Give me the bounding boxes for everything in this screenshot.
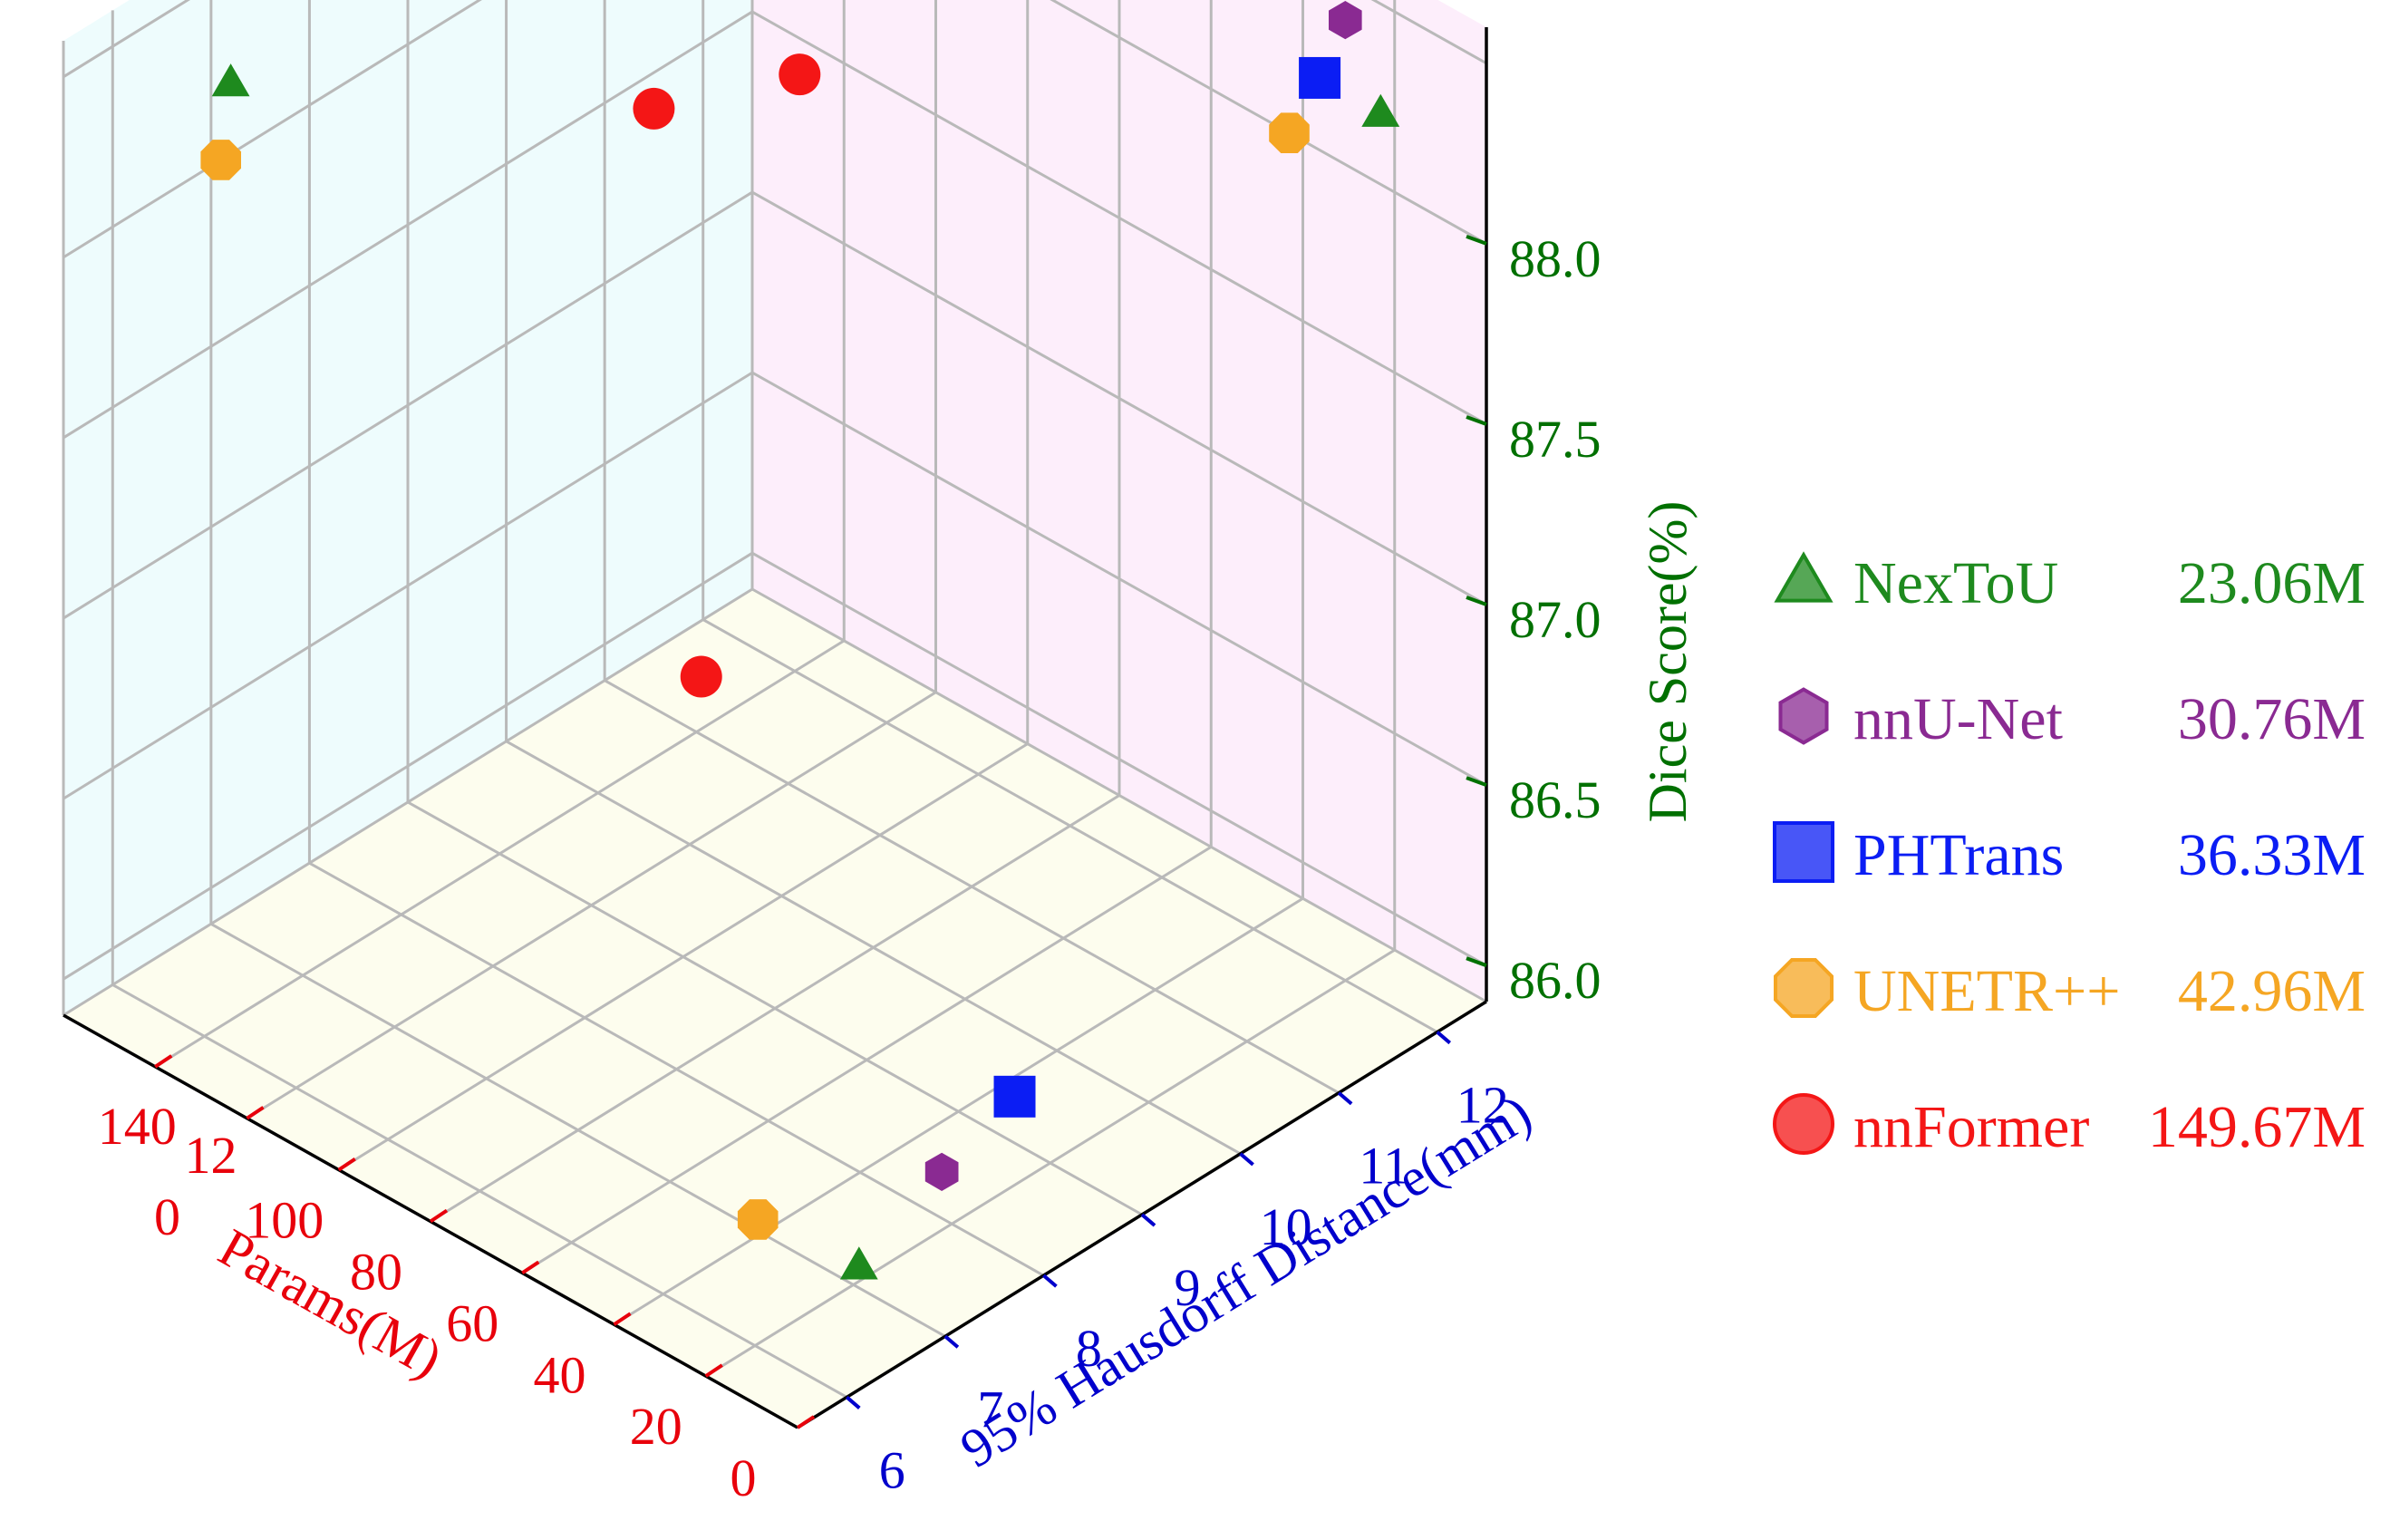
point-phtrans-right-wall	[1299, 56, 1341, 99]
y-tick-label: 11	[1359, 1137, 1409, 1196]
point-nextou-floor	[839, 1246, 878, 1280]
gridline-z-left	[63, 0, 482, 259]
y-tick-mark	[1239, 1152, 1254, 1167]
gridline-y-floor	[604, 679, 1340, 1095]
y-tick-label: 9	[1175, 1258, 1201, 1317]
legend-params-phtrans: 36.33M	[2178, 822, 2366, 888]
gridline-y-floor	[505, 740, 1242, 1156]
gridline-z-left	[63, 10, 753, 440]
z-tick-label: 86.5	[1509, 770, 1601, 829]
legend-marker-phtrans	[1773, 821, 1834, 883]
point-nextou-left-wall	[211, 63, 250, 97]
legend-label-phtrans: PHTrans	[1853, 822, 2064, 888]
gridline-z-left	[63, 551, 753, 981]
gridline-y-floor	[210, 922, 946, 1338]
x-tick-label: 80	[350, 1243, 402, 1302]
y-tick-label: 8	[1076, 1319, 1102, 1378]
legend-label-nnu-net: nnU-Net	[1853, 686, 2063, 752]
gridline-y-floor	[111, 983, 848, 1399]
legend-params-nnformer: 149.67M	[2148, 1094, 2366, 1160]
chart-points	[200, 1, 1400, 1280]
x-tick-mark	[246, 1106, 265, 1120]
point-nextou-right-wall	[1361, 93, 1400, 127]
x-tick-mark	[796, 1415, 816, 1429]
x-tick-label: 140	[98, 1097, 177, 1156]
y-tick-label: 12	[1456, 1076, 1509, 1135]
gridline-z-right	[751, 551, 1487, 967]
z-tick-mark	[1466, 415, 1487, 426]
z-tick-label: 87.0	[1509, 590, 1601, 649]
point-nnformer-right-wall	[779, 53, 821, 96]
gridline-z-right	[751, 371, 1487, 787]
x-tick-mark	[337, 1157, 356, 1172]
z-tick-mark	[1466, 596, 1487, 606]
legend-marker-nnformer	[1773, 1093, 1834, 1155]
y-tick-label: 7	[977, 1380, 1003, 1438]
z-tick-mark	[1466, 235, 1487, 246]
legend-marker-nextou	[1774, 551, 1834, 603]
x-tick-label: 12	[185, 1126, 237, 1185]
x-axis-title: Params(M)	[209, 1217, 452, 1390]
gridline-z-right	[1050, 0, 1487, 246]
point-unetr--right-wall	[1269, 112, 1310, 153]
y-tick-mark	[1140, 1213, 1156, 1227]
x-tick-mark	[429, 1208, 449, 1224]
chart-legend: NexToU 23.06M nnU-Net 30.76M PHTrans 36.33M UN…	[1773, 550, 2366, 1160]
legend-label-unetr-: UNETR++	[1853, 958, 2120, 1024]
x-tick-mark	[613, 1312, 632, 1326]
z-axis-title: Dice Score(%)	[1638, 501, 1698, 823]
z-tick-mark	[1466, 956, 1487, 968]
legend-marker-nnu-net	[1778, 687, 1829, 745]
legend-params-nnu-net: 30.76M	[2178, 686, 2366, 752]
gridline-y-floor	[751, 587, 1487, 1003]
z-tick-mark	[1466, 776, 1487, 787]
gridline-z-left	[63, 190, 753, 620]
gridline-y-floor	[702, 618, 1438, 1033]
point-phtrans-floor	[993, 1075, 1036, 1118]
x-tick-mark	[704, 1363, 723, 1378]
x-tick-mark	[521, 1260, 540, 1275]
x-tick-label: 20	[630, 1397, 682, 1456]
point-nnu-net-right-wall	[1329, 1, 1362, 40]
point-nnu-net-floor	[924, 1152, 959, 1191]
legend-params-nextou: 23.06M	[2178, 550, 2366, 616]
z-tick-label: 88.0	[1509, 229, 1601, 288]
y-tick-mark	[943, 1334, 960, 1349]
y-tick-label: 10	[1260, 1197, 1312, 1256]
point-unetr--floor	[737, 1199, 779, 1240]
z-tick-label: 86.0	[1509, 951, 1601, 1010]
gridline-y-floor	[407, 800, 1143, 1216]
y-tick-mark	[1042, 1274, 1058, 1288]
point-nnformer-floor	[680, 655, 722, 698]
gridline-z-left	[63, 0, 190, 79]
y-tick-mark	[1436, 1031, 1452, 1045]
x-tick-label: 100	[245, 1191, 324, 1250]
point-nnformer-left-wall	[633, 87, 675, 130]
x-tick-label: 0	[731, 1448, 757, 1507]
x-tick-label-wrap: 0	[154, 1187, 180, 1246]
x-tick-label: 40	[534, 1345, 586, 1404]
y-tick-mark	[845, 1395, 861, 1409]
x-tick-mark	[154, 1054, 173, 1069]
legend-params-unetr-: 42.96M	[2178, 958, 2366, 1024]
gridline-z-right	[751, 10, 1487, 426]
gridline-y-floor	[308, 861, 1045, 1277]
x-tick-label: 60	[446, 1293, 498, 1352]
gridline-z-left	[63, 371, 753, 800]
y-tick-label: 6	[879, 1440, 905, 1499]
y-tick-mark	[1337, 1091, 1353, 1106]
point-unetr--left-wall	[200, 140, 241, 180]
legend-label-nextou: NexToU	[1853, 550, 2058, 616]
legend-label-nnformer: nnFormer	[1853, 1094, 2089, 1160]
chart-ticks: 020406080100120140678910111286.086.587.0…	[98, 229, 1601, 1507]
legend-marker-unetr-	[1774, 958, 1834, 1018]
z-tick-label: 87.5	[1509, 410, 1601, 469]
gridline-z-right	[751, 190, 1487, 606]
